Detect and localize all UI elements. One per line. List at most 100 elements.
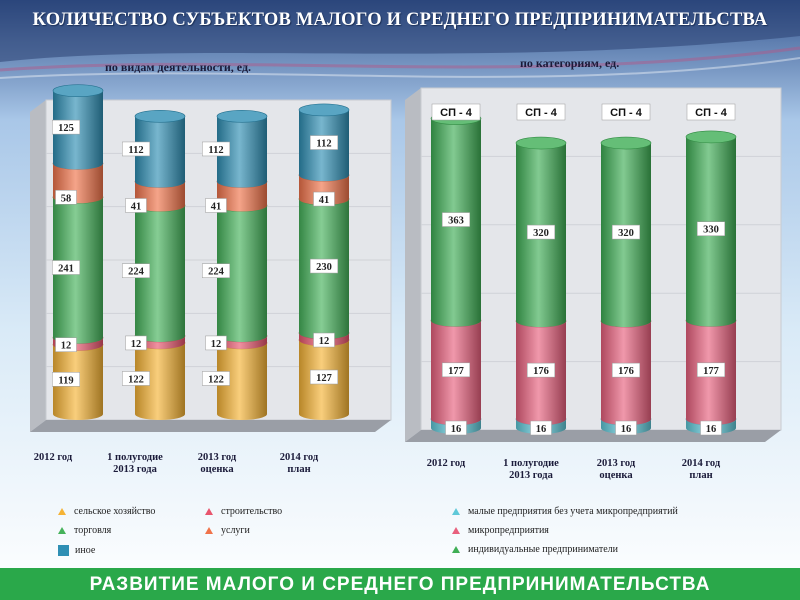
bar-body — [216, 181, 267, 212]
bar-body — [135, 116, 185, 188]
bar-body — [135, 342, 185, 420]
category-label: 2013 год оценка — [198, 452, 237, 475]
value-label: 12 — [55, 337, 77, 352]
category-label: 1 полугодие 2013 года — [107, 452, 163, 475]
legend-item: торговля — [58, 524, 111, 538]
value-label-text: 112 — [128, 145, 143, 156]
value-label-text: 41 — [131, 201, 142, 212]
value-label-text: 41 — [319, 195, 330, 206]
category-label: 1 полугодие 2013 года — [503, 458, 559, 481]
right-chart: 16 177 363 СП - 4 2012 год 16 176 320 СП - 4 1 по… — [405, 87, 782, 481]
value-label-text: 363 — [448, 216, 464, 227]
footer-title: РАЗВИТИЕ МАЛОГО И СРЕДНЕГО ПРЕДПРИНИМАТЕ… — [89, 574, 711, 595]
value-label: 177 — [697, 362, 725, 378]
legend-label: индивидуальные предприниматели — [468, 544, 618, 555]
value-label-text: 122 — [128, 374, 144, 385]
top-label-text: СП - 4 — [440, 107, 473, 119]
value-label-text: 127 — [316, 373, 332, 384]
bar-top — [298, 103, 350, 117]
chart-floor — [30, 420, 391, 432]
value-label: 41 — [125, 198, 147, 213]
value-label: 122 — [202, 371, 230, 386]
value-label: 125 — [52, 119, 80, 135]
legend-item: строительство — [205, 505, 282, 519]
value-label: 122 — [122, 371, 150, 386]
value-label-text: 16 — [706, 424, 717, 435]
slide-title: КОЛИЧЕСТВО СУБЪЕКТОВ МАЛОГО И СРЕДНЕГО П… — [32, 10, 768, 30]
value-label-text: 330 — [703, 225, 719, 236]
legend-swatch — [58, 545, 69, 557]
category-label: 2014 год план — [682, 458, 721, 481]
chart-side-wall — [30, 100, 46, 432]
value-label-text: 112 — [208, 145, 223, 156]
value-label: 58 — [55, 190, 77, 205]
legend-swatch — [205, 508, 213, 516]
value-label-text: 176 — [533, 366, 549, 377]
value-label: 112 — [122, 141, 150, 157]
bar-body — [217, 342, 267, 420]
bar-body — [216, 205, 267, 342]
bar-top — [685, 130, 737, 144]
top-label: СП - 4 — [516, 103, 566, 121]
right-chart-subtitle: по категориям, ед. — [520, 56, 620, 70]
category-label: 2014 год план — [280, 452, 319, 475]
legend-swatch — [58, 527, 66, 535]
chart-side-wall — [405, 88, 421, 442]
value-label-text: 12 — [131, 339, 142, 350]
value-label: 12 — [205, 335, 227, 351]
value-label: 112 — [202, 141, 230, 157]
value-label: 224 — [202, 263, 230, 278]
value-label: 363 — [442, 212, 470, 227]
legend-label: иное — [75, 545, 96, 556]
legend-item: индивидуальные предприниматели — [452, 543, 618, 557]
value-label: 112 — [310, 135, 338, 150]
value-label-text: 58 — [61, 193, 72, 204]
value-label-text: 177 — [448, 366, 464, 377]
value-label-text: 241 — [58, 264, 74, 275]
category-label: 2012 год — [34, 452, 73, 463]
value-label: 12 — [313, 332, 335, 348]
value-label: 16 — [530, 420, 552, 436]
value-label-text: 224 — [128, 267, 145, 278]
bar-segment-5-cat-2 — [134, 110, 186, 188]
value-label-text: 12 — [61, 341, 72, 352]
value-label: 41 — [313, 191, 335, 207]
value-label: 177 — [442, 362, 470, 378]
value-label: 224 — [122, 263, 150, 278]
value-label: 320 — [527, 224, 555, 240]
value-label-text: 119 — [58, 375, 73, 386]
value-label: 119 — [52, 372, 80, 387]
value-label: 12 — [125, 335, 147, 351]
bar-body — [216, 116, 267, 188]
value-label: 127 — [310, 369, 338, 385]
legend-swatch — [452, 546, 460, 554]
value-label-text: 16 — [451, 424, 462, 435]
value-label: 176 — [527, 362, 555, 378]
bar-body — [135, 181, 185, 212]
value-label-text: 112 — [316, 139, 331, 150]
top-label: СП - 4 — [601, 103, 651, 121]
footer-bar — [0, 568, 800, 600]
legend-label: микропредприятия — [468, 525, 549, 536]
bar-segment-5-cat-3 — [216, 110, 268, 188]
top-label: СП - 4 — [431, 103, 481, 121]
legend-label: услуги — [221, 525, 250, 536]
value-label-text: 16 — [536, 424, 547, 435]
legend-label: торговля — [74, 525, 112, 536]
bar-top — [600, 136, 652, 150]
value-label: 41 — [205, 198, 227, 213]
legend-swatch — [58, 508, 66, 516]
category-label: 2013 год оценка — [597, 458, 636, 481]
bar-top — [52, 84, 104, 98]
legend-swatch — [452, 508, 460, 516]
value-label-text: 41 — [211, 201, 222, 212]
value-label-text: 12 — [211, 339, 222, 350]
chart-floor — [405, 430, 781, 442]
value-label: 16 — [700, 420, 722, 436]
value-label-text: 122 — [208, 374, 224, 385]
left-chart-subtitle: по видам деятельности, ед. — [105, 60, 252, 74]
top-label-text: СП - 4 — [610, 107, 643, 119]
value-label-text: 224 — [208, 267, 225, 278]
